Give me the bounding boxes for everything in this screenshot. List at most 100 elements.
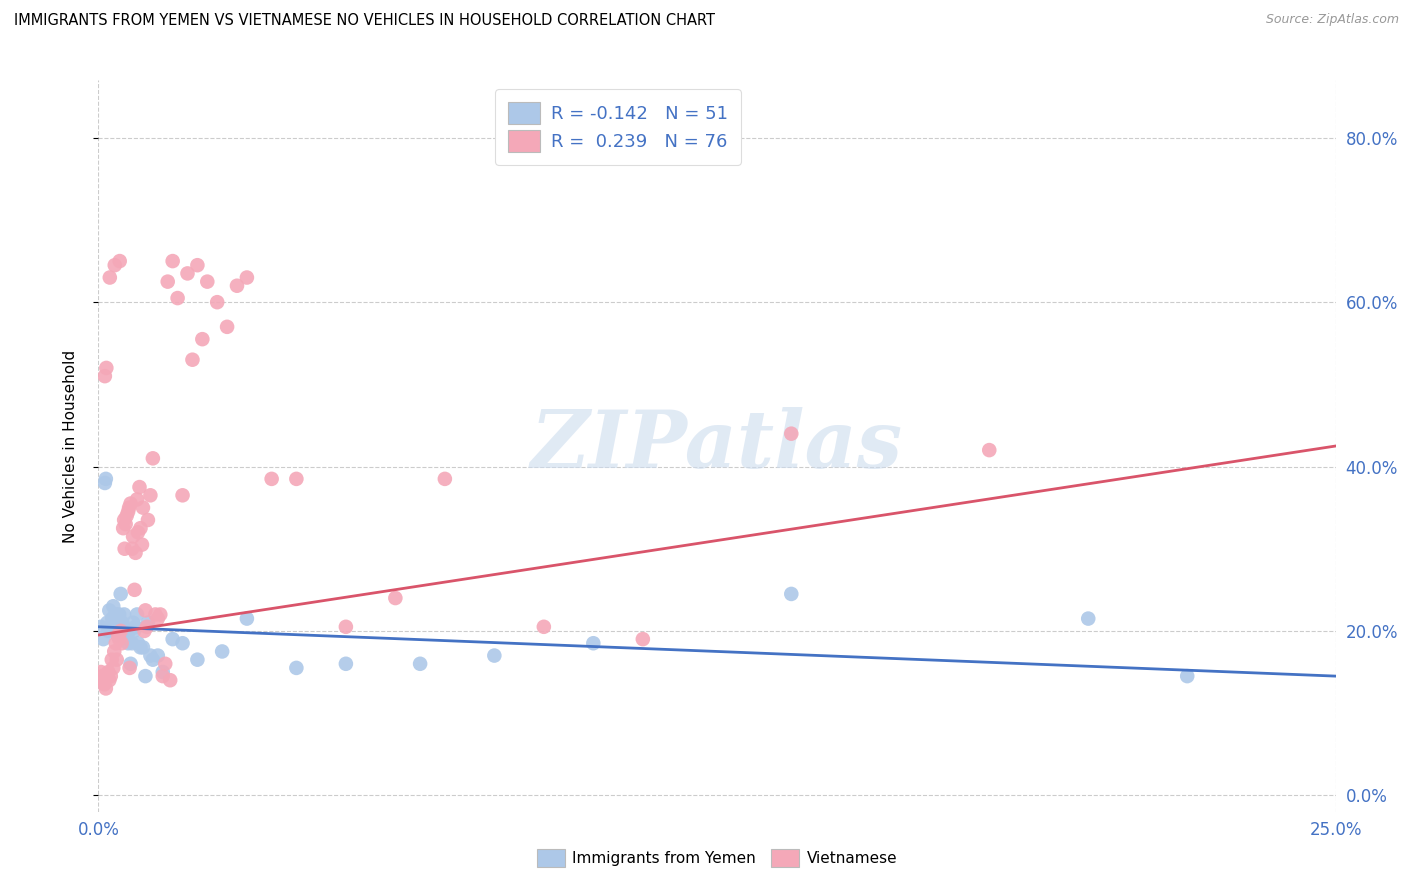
- Point: [129, 521, 152, 535]
- Point: [108, 607, 131, 622]
- Point: [211, 644, 233, 658]
- Point: [115, 632, 138, 647]
- Point: [112, 521, 135, 535]
- Point: [97, 624, 120, 638]
- Point: [136, 615, 159, 630]
- Point: [112, 513, 135, 527]
- Point: [142, 451, 165, 466]
- Text: ZIPatlas: ZIPatlas: [531, 408, 903, 484]
- Point: [195, 275, 218, 289]
- Point: [285, 472, 308, 486]
- Point: [101, 611, 124, 625]
- Point: [105, 628, 128, 642]
- Point: [127, 525, 149, 540]
- Point: [131, 538, 153, 552]
- Point: [142, 653, 165, 667]
- Point: [136, 513, 159, 527]
- Point: [484, 648, 506, 663]
- Point: [260, 472, 283, 486]
- Point: [226, 278, 249, 293]
- Point: [121, 541, 143, 556]
- Point: [93, 632, 115, 647]
- Point: [152, 665, 174, 679]
- Point: [236, 270, 259, 285]
- Text: Source: ZipAtlas.com: Source: ZipAtlas.com: [1265, 13, 1399, 27]
- Point: [780, 587, 803, 601]
- Point: [236, 611, 259, 625]
- Point: [155, 657, 177, 671]
- Point: [149, 607, 172, 622]
- Point: [186, 653, 208, 667]
- Point: [122, 529, 145, 543]
- Point: [139, 488, 162, 502]
- Point: [166, 291, 188, 305]
- Text: IMMIGRANTS FROM YEMEN VS VIETNAMESE NO VEHICLES IN HOUSEHOLD CORRELATION CHART: IMMIGRANTS FROM YEMEN VS VIETNAMESE NO V…: [14, 13, 716, 29]
- Point: [112, 620, 135, 634]
- Point: [114, 541, 136, 556]
- Point: [335, 620, 357, 634]
- Point: [103, 644, 125, 658]
- Point: [118, 500, 141, 515]
- Point: [159, 673, 181, 688]
- Point: [124, 582, 146, 597]
- Point: [172, 636, 194, 650]
- Point: [582, 636, 605, 650]
- Point: [122, 624, 145, 638]
- Point: [100, 669, 122, 683]
- Point: [103, 661, 125, 675]
- Point: [172, 488, 194, 502]
- Point: [96, 669, 118, 683]
- Point: [112, 607, 135, 622]
- Point: [110, 587, 132, 601]
- Point: [114, 624, 136, 638]
- Point: [96, 615, 118, 630]
- Point: [125, 492, 148, 507]
- Point: [111, 636, 134, 650]
- Point: [118, 624, 141, 638]
- Point: [111, 615, 134, 630]
- Point: [104, 258, 127, 272]
- Point: [125, 607, 148, 622]
- Point: [107, 628, 129, 642]
- Point: [128, 480, 150, 494]
- Point: [780, 426, 803, 441]
- Point: [132, 640, 155, 655]
- Point: [94, 475, 117, 490]
- Point: [979, 443, 1001, 458]
- Point: [127, 636, 149, 650]
- Point: [156, 275, 179, 289]
- Point: [101, 653, 124, 667]
- Point: [114, 517, 136, 532]
- Point: [96, 360, 118, 375]
- Point: [134, 603, 156, 617]
- Point: [181, 352, 204, 367]
- Point: [533, 620, 555, 634]
- Point: [98, 270, 121, 285]
- Point: [134, 669, 156, 683]
- Point: [93, 677, 115, 691]
- Point: [162, 254, 184, 268]
- Point: [186, 258, 208, 272]
- Point: [122, 615, 145, 630]
- Point: [191, 332, 214, 346]
- Point: [335, 657, 357, 671]
- Point: [107, 620, 129, 634]
- Point: [90, 620, 112, 634]
- Point: [98, 603, 121, 617]
- Point: [146, 648, 169, 663]
- Point: [94, 681, 117, 696]
- Point: [135, 620, 157, 634]
- Point: [120, 657, 142, 671]
- Point: [98, 673, 121, 688]
- Point: [117, 636, 139, 650]
- Point: [409, 657, 432, 671]
- Point: [121, 636, 143, 650]
- Point: [217, 319, 239, 334]
- Point: [162, 632, 184, 647]
- Point: [285, 661, 308, 675]
- Point: [631, 632, 654, 647]
- Point: [139, 648, 162, 663]
- Point: [120, 496, 142, 510]
- Point: [205, 295, 228, 310]
- Point: [115, 508, 138, 523]
